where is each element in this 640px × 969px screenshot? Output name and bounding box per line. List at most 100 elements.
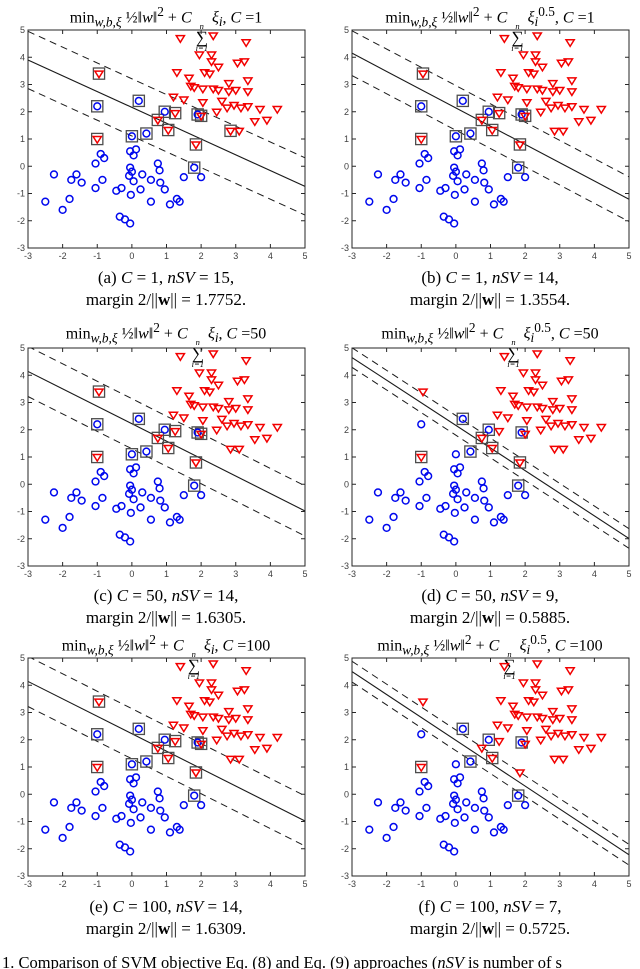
margin-line-lower — [352, 681, 629, 866]
blue-circle-point — [98, 175, 107, 185]
blue-circle-point — [120, 215, 130, 224]
red-triangle-point — [528, 70, 540, 80]
caption-b-line2: margin 2/||w|| = 1.3554. — [409, 290, 571, 309]
boundary-lines — [28, 658, 305, 847]
blue-circle-point — [160, 107, 169, 116]
red-triangle-point — [559, 732, 571, 742]
blue-circle-point — [455, 145, 465, 154]
red-triangle-point — [216, 97, 228, 107]
axes-a: -3 -2 -1 0 1 2 3 4 5 5 4 3 2 1 0 -1 -2 -3 — [17, 25, 308, 261]
red-triangle-point — [566, 705, 578, 714]
x-tick-label: -3 — [24, 251, 32, 261]
blue-circle-point — [480, 178, 489, 187]
y-tick-label: -2 — [341, 534, 349, 544]
x-tick-label: 2 — [523, 251, 528, 261]
red-triangle-point — [514, 459, 526, 468]
red-triangle-point — [223, 79, 235, 89]
blue-circle-point — [91, 811, 100, 821]
blue-circle-point — [444, 533, 454, 542]
y-tick-label: 2 — [20, 425, 25, 435]
red-triangle-point — [223, 707, 235, 717]
sv-box — [194, 427, 208, 441]
x-tick-label: -3 — [348, 569, 356, 579]
red-triangle-point — [562, 58, 574, 67]
sv-box — [191, 108, 204, 121]
red-triangle-point — [171, 696, 183, 706]
red-triangle-point — [197, 98, 209, 108]
red-triangle-point — [566, 421, 578, 430]
y-tick-label: 0 — [20, 161, 25, 171]
red-triangle-point — [204, 388, 216, 398]
red-triangle-point — [225, 127, 237, 137]
y-tick-label: -2 — [341, 216, 349, 226]
red-triangle-point — [235, 104, 247, 114]
red-triangle-point — [498, 352, 510, 362]
sv-box — [125, 448, 139, 461]
red-triangle-point — [242, 103, 254, 112]
blue-circle-point — [441, 811, 450, 821]
red-triangle-point — [271, 105, 283, 115]
red-triangle-point — [521, 85, 533, 95]
red-triangle-point — [233, 445, 245, 455]
x-tick-label: -1 — [417, 879, 425, 889]
red-triangle-point — [540, 415, 552, 425]
y-tick-label: 3 — [20, 708, 25, 718]
red-triangle-point — [223, 88, 235, 97]
sv-box — [485, 441, 499, 455]
red-triangle-point — [552, 101, 564, 111]
sv-box — [168, 734, 182, 748]
blue-circle-point — [129, 805, 138, 814]
blue-circle-point — [449, 219, 459, 228]
axis-tick-labels: -3 -2 -1 0 1 2 3 4 5 5 4 3 2 1 0 -1 -2 -3 — [17, 343, 308, 579]
blue-circle-point — [129, 495, 138, 504]
scatter-plot-b: -3 -2 -1 0 1 2 3 4 5 5 4 3 2 1 0 -1 -2 -3 — [332, 25, 640, 271]
red-class-points — [91, 350, 283, 468]
red-triangle-point — [171, 386, 183, 396]
blue-circle-point — [155, 484, 164, 493]
x-tick-label: -1 — [93, 879, 101, 889]
blue-circle-point — [444, 843, 454, 852]
red-triangle-point — [261, 434, 273, 444]
red-triangle-point — [206, 686, 217, 695]
blue-circle-point — [458, 96, 467, 105]
blue-circle-point — [396, 170, 405, 179]
blue-circle-point — [134, 724, 143, 733]
y-tick-label: 5 — [344, 344, 349, 353]
blue-class-points — [41, 96, 206, 228]
blue-circle-point — [65, 194, 74, 204]
blue-circle-point — [517, 738, 526, 747]
blue-circle-point — [41, 197, 50, 206]
y-tick-label: -3 — [341, 561, 349, 571]
sv-box — [125, 130, 139, 143]
red-triangle-point — [585, 434, 597, 444]
y-tick-label: 2 — [344, 735, 349, 745]
caption-e-line1: (e) C = 100, nSV = 14, — [89, 897, 243, 916]
x-tick-label: 2 — [523, 569, 528, 579]
scatter-plot-d: -3 -2 -1 0 1 2 3 4 5 5 4 3 2 1 0 -1 -2 -3 — [332, 343, 640, 589]
blue-circle-point — [138, 170, 147, 179]
blue-circle-point — [489, 828, 499, 837]
blue-circle-point — [196, 491, 206, 500]
red-triangle-point — [566, 88, 578, 97]
blue-circle-point — [179, 173, 188, 182]
red-triangle-point — [573, 118, 585, 127]
blue-circle-point — [470, 515, 480, 524]
red-triangle-point — [228, 729, 240, 739]
blue-circle-point — [422, 493, 431, 503]
red-triangle-point — [169, 737, 181, 747]
red-triangle-point — [221, 104, 233, 114]
red-triangle-point — [249, 436, 261, 445]
blue-class-points — [365, 724, 530, 856]
x-tick-label: 4 — [268, 251, 273, 261]
axis-ticks — [27, 29, 306, 249]
blue-circle-point — [484, 503, 493, 512]
blue-circle-point — [93, 730, 102, 739]
blue-class-points — [365, 414, 530, 546]
red-triangle-point — [531, 660, 543, 669]
blue-circle-point — [520, 173, 530, 182]
blue-circle-point — [153, 787, 162, 796]
x-tick-label: 1 — [488, 879, 493, 889]
red-triangle-point — [498, 34, 510, 44]
x-tick-label: 2 — [523, 879, 528, 889]
blue-circle-point — [175, 825, 184, 834]
